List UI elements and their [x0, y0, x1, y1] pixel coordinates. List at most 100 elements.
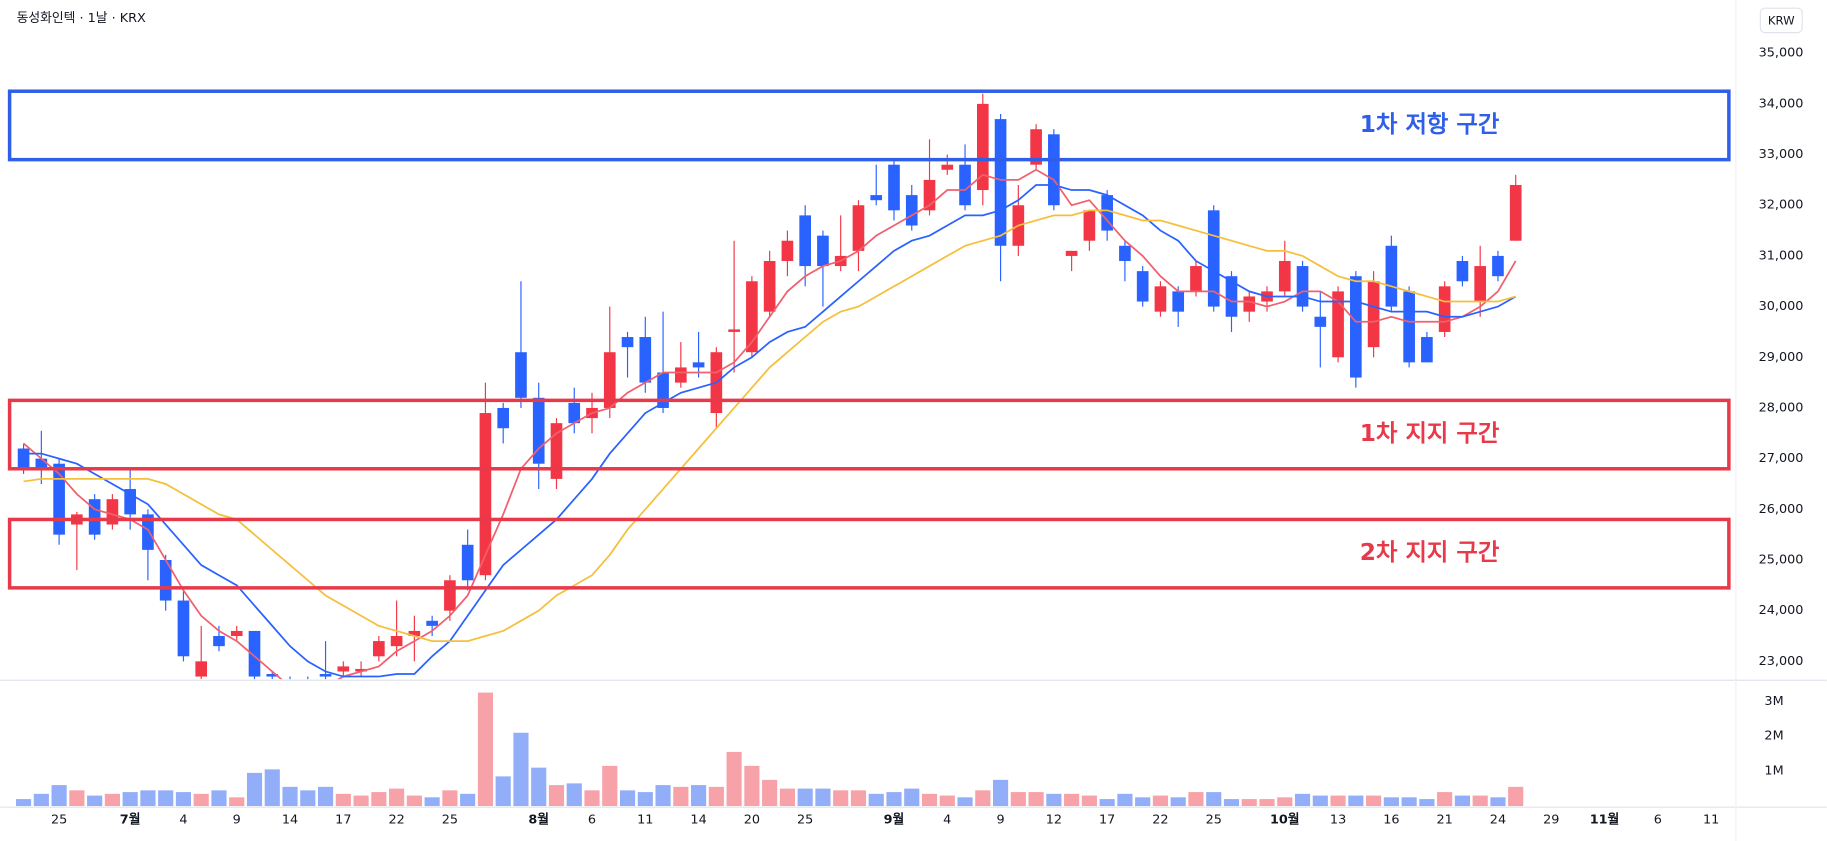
volume-tick-label: 2M — [1764, 729, 1783, 744]
candle-body — [444, 580, 456, 611]
x-tick-label: 25 — [442, 813, 458, 828]
axes: 23,000 24,000 25,000 26,000 27,000 28,000 29,0… — [51, 46, 1803, 828]
x-tick-label: 4 — [179, 813, 187, 828]
x-tick-label: 22 — [388, 813, 404, 828]
candle-body — [941, 164, 954, 170]
candle-body — [319, 674, 332, 677]
y-tick-label: 28,000 — [1759, 400, 1804, 415]
x-tick-label: 11월 — [1590, 812, 1620, 828]
moving-average-line — [23, 184, 1517, 678]
volume-bar — [1508, 786, 1524, 807]
y-tick-label: 27,000 — [1759, 451, 1804, 466]
x-tick-label: 16 — [1383, 813, 1399, 828]
zone-label: 2차 지지 구간 — [1360, 539, 1500, 566]
candle-body — [1119, 245, 1131, 261]
volume-bar — [744, 765, 760, 807]
volume-bar — [104, 793, 120, 807]
candle-body — [621, 337, 634, 348]
candle-body — [497, 407, 510, 429]
candle-body — [213, 636, 225, 647]
candle-body — [1332, 291, 1344, 358]
candle-body — [1190, 266, 1202, 292]
x-tick-label: 20 — [744, 813, 760, 828]
currency-label[interactable]: KRW — [1768, 13, 1795, 27]
candle-body — [142, 514, 154, 550]
volume-bar — [460, 793, 476, 807]
candle-body — [88, 499, 101, 535]
volume-bar — [868, 793, 884, 807]
candle-body — [1474, 266, 1487, 302]
volume-bar — [584, 790, 600, 807]
volume-bar — [495, 776, 511, 807]
candle-body — [1243, 296, 1256, 312]
candle-body — [1172, 291, 1185, 312]
volume-bar — [122, 792, 138, 807]
y-tick-label: 32,000 — [1759, 198, 1804, 213]
volume-bar — [1188, 792, 1204, 807]
volume-bar — [1472, 795, 1488, 807]
volume-bar — [779, 788, 795, 807]
x-tick-label: 9월 — [884, 812, 905, 828]
candle-body — [1350, 276, 1362, 378]
y-tick-label: 23,000 — [1759, 654, 1804, 669]
candle-body — [1101, 195, 1113, 231]
candle-body — [692, 362, 705, 368]
volume-bar — [229, 797, 245, 807]
volume-bar — [726, 751, 742, 807]
volume-bar — [797, 788, 813, 807]
volume-bar — [158, 790, 174, 807]
zone-box — [7, 517, 1731, 590]
candle-body — [568, 402, 581, 424]
candle-body — [550, 423, 563, 479]
volume-bar — [548, 785, 565, 807]
volume-bar — [406, 795, 422, 807]
x-tick-label: 9 — [996, 813, 1004, 828]
volume-bar — [264, 769, 280, 807]
zone-label: 1차 지지 구간 — [1360, 420, 1500, 447]
candle-body — [657, 372, 669, 408]
volume-bar — [1312, 795, 1328, 807]
volume-bar — [16, 799, 32, 807]
volume-bar — [691, 785, 707, 807]
volume-bar — [335, 793, 351, 807]
candle-body — [746, 281, 758, 353]
y-tick-label: 31,000 — [1759, 248, 1804, 263]
candle-body — [1136, 271, 1149, 302]
volume-bar — [1046, 793, 1062, 807]
x-tick-label: 29 — [1543, 813, 1559, 828]
volume-bar — [1010, 792, 1026, 807]
symbol-title: 동성화인텍 · 1날 · KRX — [17, 11, 146, 26]
currency-button[interactable] — [1759, 7, 1803, 34]
y-tick-label: 25,000 — [1759, 552, 1804, 567]
candle-body — [1296, 266, 1309, 307]
volume-tick-label: 1M — [1764, 764, 1783, 779]
candle-body — [728, 329, 740, 332]
candle-body — [1385, 245, 1398, 307]
candle-body — [870, 195, 883, 201]
x-tick-label: 24 — [1490, 813, 1506, 828]
candle-body — [408, 630, 421, 637]
volume-bar — [140, 790, 156, 807]
x-tick-label: 6 — [588, 813, 596, 828]
volume-bar — [353, 795, 369, 807]
candle-body — [959, 164, 971, 206]
candle-body — [1065, 250, 1078, 256]
volume-bar — [1294, 793, 1311, 807]
candle-body — [17, 448, 30, 469]
candle-body — [923, 179, 936, 211]
candle-body — [675, 367, 687, 383]
candle-body — [159, 559, 172, 601]
volume-bar — [602, 765, 618, 807]
volume-bar — [1170, 797, 1186, 807]
volume-bar — [513, 732, 529, 807]
x-tick-label: 7월 — [120, 812, 141, 828]
x-tick-label: 17 — [335, 813, 351, 828]
volume-bar — [1454, 795, 1470, 807]
volume-bar — [637, 792, 653, 807]
x-tick-label: 9 — [233, 813, 241, 828]
candle-body — [1154, 286, 1167, 312]
volume-bar — [762, 779, 778, 807]
candle-body — [905, 195, 918, 226]
volume-bar — [211, 790, 227, 807]
